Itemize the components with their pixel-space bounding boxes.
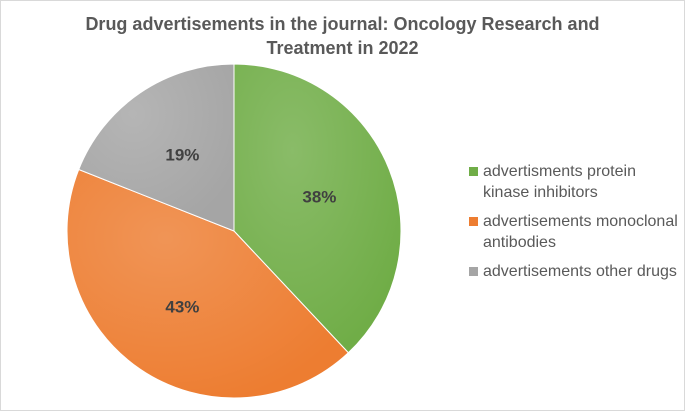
legend-swatch: [469, 217, 478, 226]
pie-slice-2-shading: [66, 169, 349, 399]
legend-item-2: advertisements monoclonal antibodies: [469, 211, 681, 253]
slice-data-label-1: 38%: [302, 188, 336, 207]
slice-data-label-2: 43%: [165, 298, 199, 317]
chart-title: Drug advertisements in the journal: Onco…: [85, 14, 600, 58]
pie-slice-1-shading: [234, 64, 402, 353]
legend-label: advertisments protein kinase inhibitors: [483, 163, 636, 201]
slice-data-label-3: 19%: [165, 146, 199, 165]
legend-item-1: advertisments protein kinase inhibitors: [469, 161, 681, 203]
legend-swatch: [469, 167, 478, 176]
legend-swatch: [469, 267, 478, 276]
pie-slice-3-shading: [78, 64, 234, 231]
legend-item-3: advertisements other drugs: [469, 261, 681, 282]
legend-label: advertisements monoclonal antibodies: [483, 213, 678, 251]
legend: advertisments protein kinase inhibitors a…: [469, 161, 681, 290]
legend-label: advertisements other drugs: [483, 263, 677, 280]
